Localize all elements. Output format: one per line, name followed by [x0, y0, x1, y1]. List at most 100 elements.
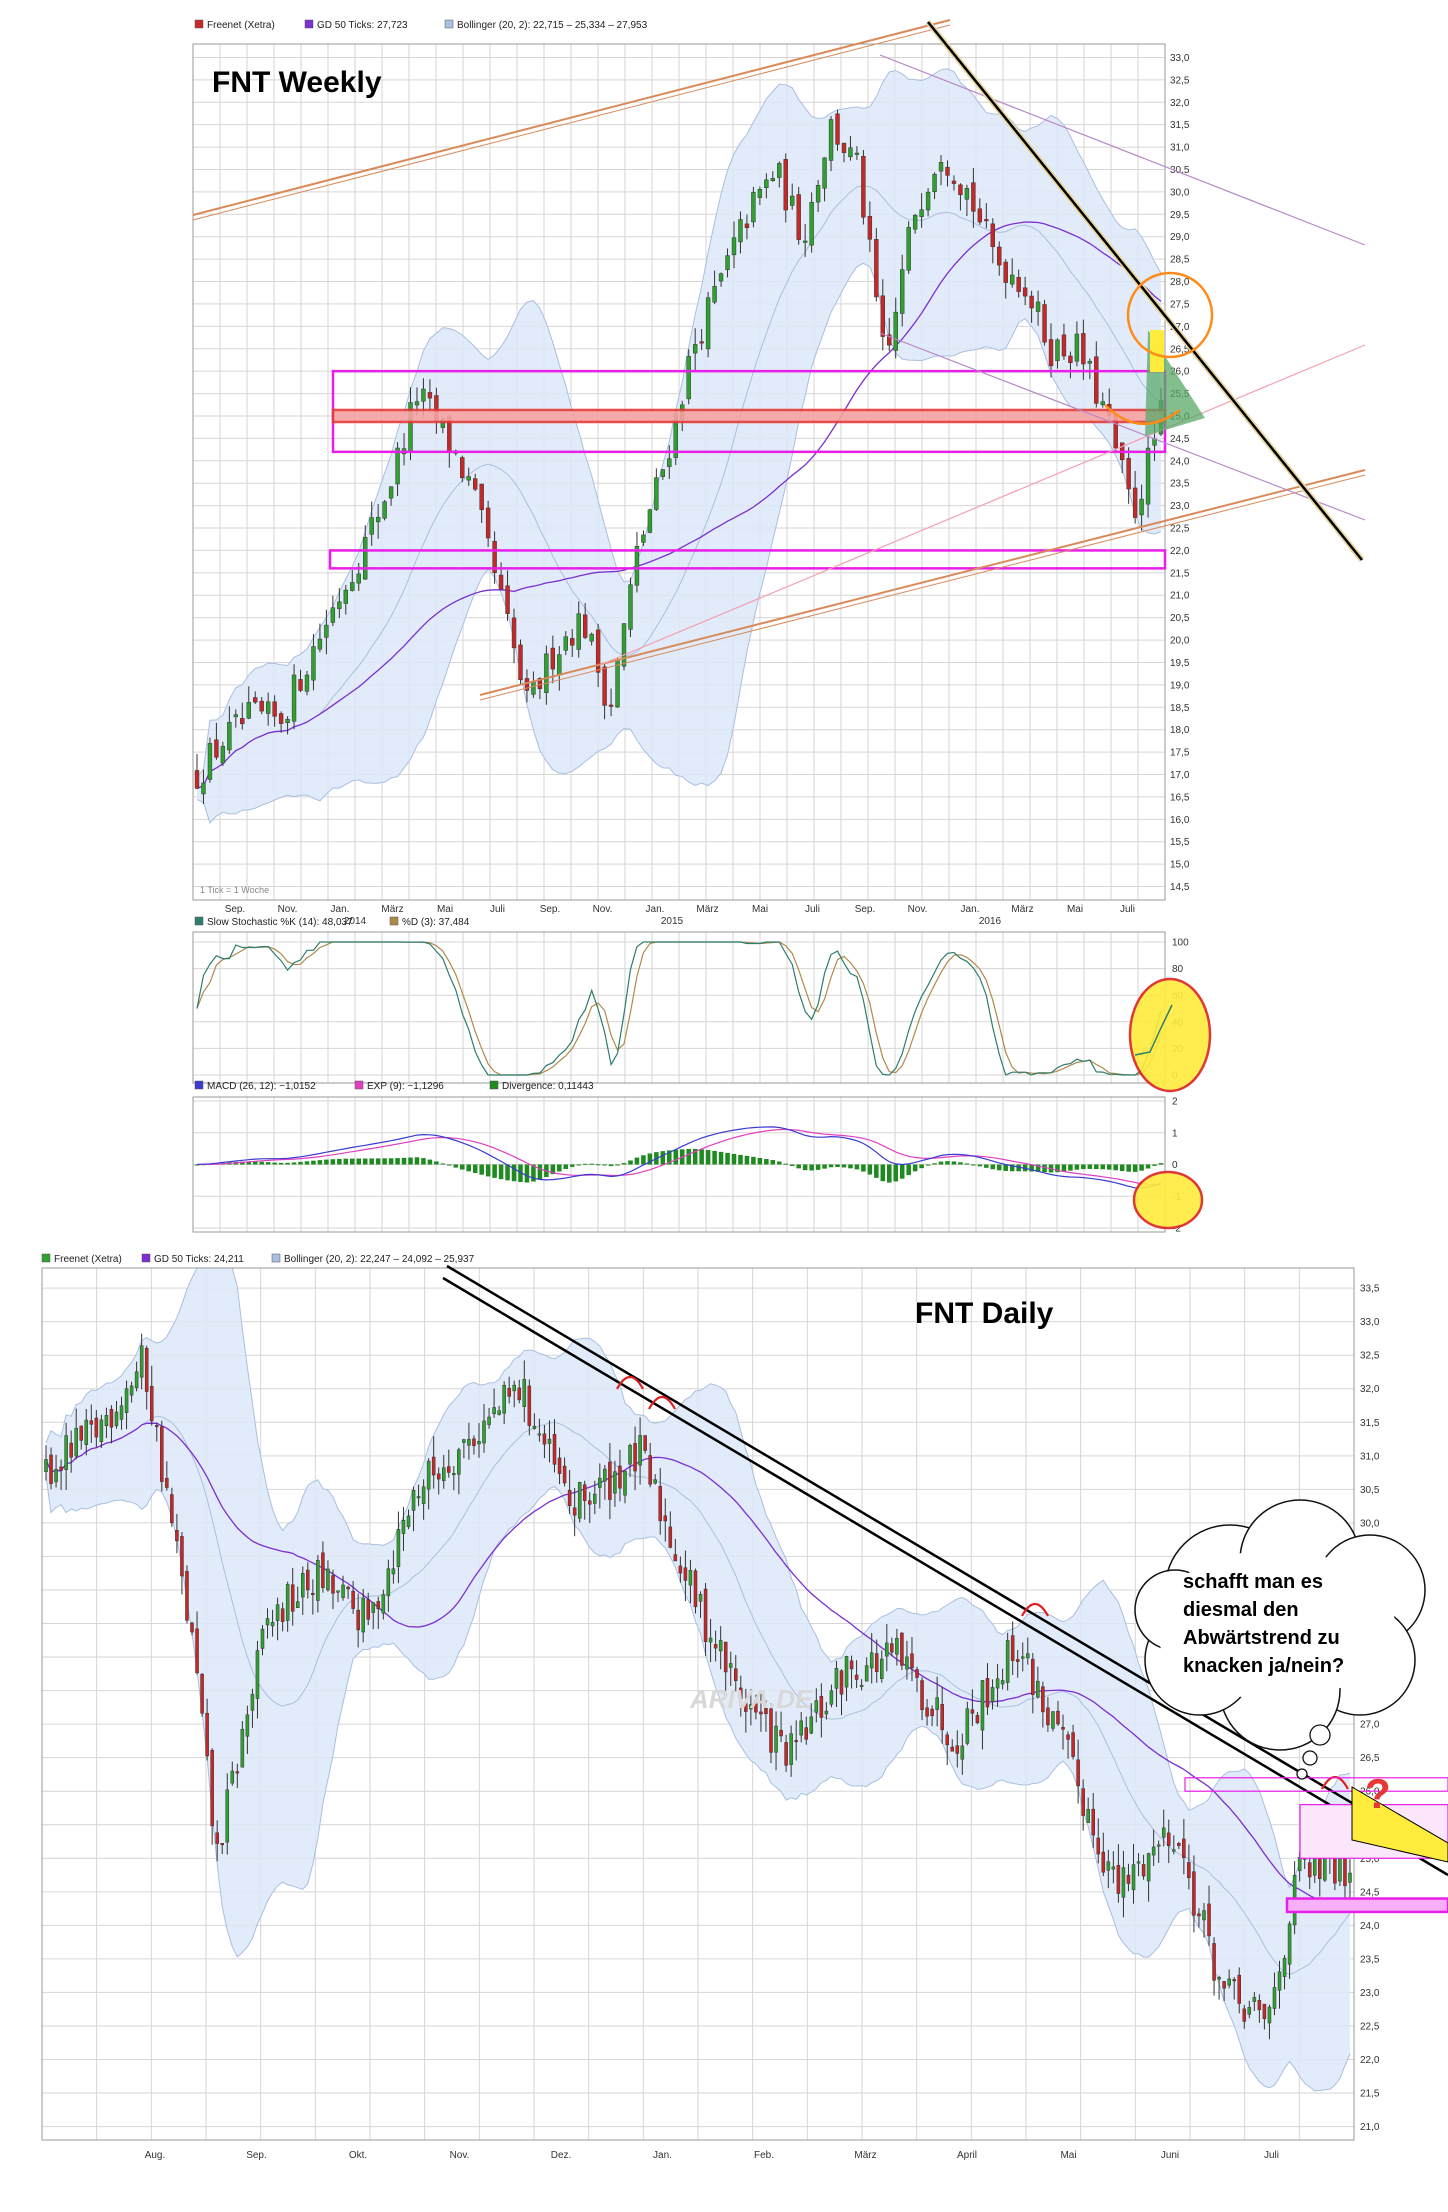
candle [343, 589, 348, 604]
candle [648, 1455, 652, 1485]
divergence-bar [1035, 1164, 1041, 1172]
candle [498, 574, 504, 590]
divergence-bar [1068, 1164, 1073, 1171]
candle [1257, 2000, 1262, 2011]
daily-title: FNT Daily [915, 1297, 1054, 1330]
candle [431, 1456, 436, 1476]
divergence-bar [1061, 1164, 1067, 1172]
y-tick-label: 17,5 [1170, 748, 1190, 759]
candle [1055, 339, 1060, 362]
candle [769, 1708, 773, 1753]
channel-lower-line-2 [479, 474, 1366, 701]
candle [1282, 1957, 1287, 1977]
candle [970, 1709, 975, 1714]
divergence-bar [984, 1164, 989, 1168]
y-tick-label: 33,0 [1170, 53, 1190, 64]
candle [195, 1628, 199, 1674]
y-tick-label: 26,5 [1170, 344, 1190, 355]
candle [49, 1454, 53, 1484]
weekly-year-label: 2016 [979, 916, 1002, 927]
candle [754, 1701, 758, 1713]
candle [1156, 1844, 1161, 1847]
candle [190, 1622, 194, 1633]
y-tick-label: 17,0 [1170, 770, 1190, 781]
candle [945, 166, 950, 176]
candle [1145, 447, 1151, 505]
candle [906, 227, 911, 271]
candle [660, 469, 666, 477]
y-tick-label: 24,0 [1360, 1921, 1380, 1932]
divergence-bar [783, 1163, 789, 1165]
candle [278, 713, 284, 724]
divergence-bar [667, 1150, 672, 1165]
divergence-bar [1126, 1164, 1131, 1172]
y-tick-label: 26,0 [1170, 367, 1190, 378]
candle [647, 509, 653, 533]
candle [331, 1575, 335, 1594]
y-tick-label: 19,0 [1170, 680, 1190, 691]
candle [965, 1708, 970, 1744]
candle [1272, 1987, 1277, 2009]
weekly-x-label: Juli [490, 904, 505, 915]
candle [945, 1734, 949, 1746]
candle [1100, 401, 1105, 406]
candle [386, 1568, 391, 1597]
candle [381, 1594, 386, 1614]
daily-legend-2: Bollinger (20, 2): 22,247 – 24,092 – 25,… [284, 1254, 475, 1265]
divergence-bar [557, 1164, 562, 1172]
candle [421, 388, 426, 402]
candle [861, 155, 866, 218]
candle [304, 674, 310, 692]
divergence-bar [421, 1158, 426, 1165]
candle [1136, 1861, 1141, 1864]
candle [382, 501, 387, 519]
divergence-bar [511, 1164, 517, 1182]
daily-x-label: Feb. [754, 2150, 774, 2161]
candle [925, 191, 931, 211]
candle [69, 1442, 73, 1458]
candle [1026, 1653, 1030, 1659]
candle [618, 1465, 622, 1489]
candle [985, 1678, 990, 1708]
divergence-bar [725, 1152, 730, 1165]
candle [723, 1641, 728, 1673]
purple-channel-bottom [879, 332, 1366, 521]
candle [576, 613, 581, 650]
divergence-bar [621, 1163, 627, 1165]
y-tick-label: 31,5 [1360, 1418, 1380, 1429]
candle [940, 1704, 944, 1731]
candle [990, 223, 995, 248]
candle [205, 1712, 209, 1757]
divergence-bar [1055, 1164, 1060, 1173]
candle [975, 1715, 980, 1724]
candle [280, 1608, 285, 1622]
candle [255, 1650, 260, 1699]
purple-channel-top [879, 54, 1366, 246]
candle [210, 1750, 214, 1827]
candle [301, 1573, 305, 1598]
candle [739, 1687, 743, 1699]
channel-upper-line-2 [192, 24, 951, 221]
candle [958, 184, 963, 196]
legend-swatch [444, 19, 454, 29]
candle [492, 540, 497, 573]
divergence-bar [434, 1161, 439, 1165]
divergence-bar [1074, 1164, 1080, 1170]
candle [1086, 1809, 1090, 1823]
weekly-legend-1: GD 50 Ticks: 27,723 [317, 20, 408, 31]
candle [1056, 1710, 1060, 1725]
candle [854, 152, 860, 155]
daily-x-label: Juni [1161, 2150, 1179, 2161]
divergence-bar [634, 1157, 640, 1165]
candle [44, 1459, 48, 1472]
candle [667, 458, 672, 467]
candle [824, 1710, 829, 1715]
candle [1010, 274, 1015, 285]
bollinger-middle [196, 185, 1162, 789]
divergence-bar [272, 1162, 277, 1165]
candle [1202, 1910, 1206, 1921]
candle [874, 1653, 879, 1673]
candle [809, 1716, 814, 1734]
candle [160, 1426, 164, 1482]
candle [1003, 261, 1008, 283]
